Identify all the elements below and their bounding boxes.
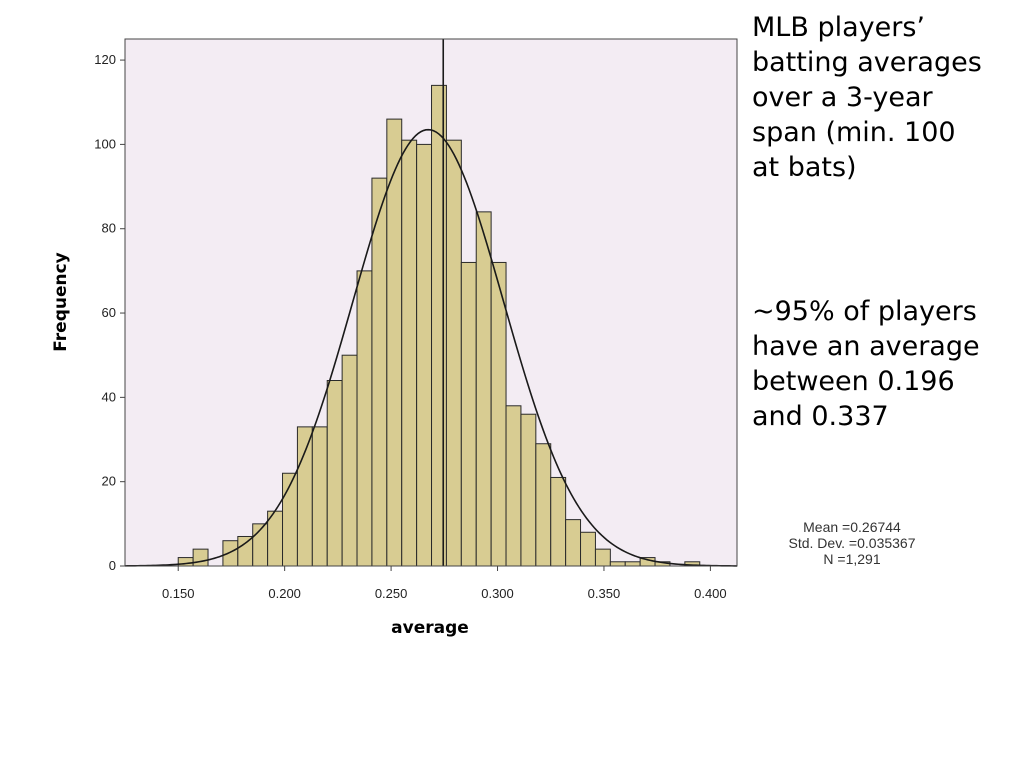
summary-statistics: Mean =0.26744 Std. Dev. =0.035367 N =1,2… bbox=[752, 519, 952, 567]
y-axis-title: Frequency bbox=[51, 252, 71, 352]
histogram-bar bbox=[371, 177, 388, 567]
normal-curve bbox=[124, 128, 738, 567]
histogram-bar bbox=[192, 548, 209, 567]
std-dev-stat: Std. Dev. =0.035367 bbox=[788, 535, 916, 551]
description-line: at bats) bbox=[752, 152, 857, 183]
histogram-bar bbox=[550, 476, 567, 567]
x-tick-label: 0.150 bbox=[162, 586, 195, 601]
histogram-bar bbox=[326, 380, 343, 567]
histogram-bar bbox=[431, 84, 447, 567]
histogram-bar bbox=[311, 426, 328, 567]
x-tick-label: 0.300 bbox=[481, 586, 514, 601]
x-tick-label: 0.350 bbox=[588, 586, 621, 601]
histogram-bar bbox=[341, 354, 358, 567]
y-tick-label: 20 bbox=[102, 474, 116, 489]
histogram-bar bbox=[580, 531, 596, 567]
histogram-bar bbox=[282, 472, 298, 567]
histogram-bar bbox=[565, 519, 582, 567]
y-tick-label: 100 bbox=[94, 136, 116, 151]
histogram-bar bbox=[535, 443, 552, 567]
histogram-bar bbox=[609, 561, 626, 567]
histogram-bar bbox=[401, 139, 418, 567]
histogram-bar bbox=[505, 405, 522, 567]
histogram-bar bbox=[222, 540, 239, 567]
y-axis-ticks: 0 20 40 60 80 100 120 bbox=[94, 52, 125, 573]
description-line: MLB players’ bbox=[752, 12, 925, 43]
y-tick-label: 120 bbox=[94, 52, 116, 67]
note-line: have an average bbox=[752, 331, 980, 362]
histogram-bar bbox=[594, 548, 611, 567]
histogram-bar bbox=[356, 270, 373, 567]
note-line: between 0.196 bbox=[752, 366, 955, 397]
description-line: span (min. 100 bbox=[752, 117, 956, 148]
description-line: batting averages bbox=[752, 47, 982, 78]
y-tick-label: 40 bbox=[102, 389, 116, 404]
chart-description: MLB players’ batting averages over a 3-y… bbox=[752, 10, 1020, 185]
histogram-bar bbox=[460, 261, 477, 567]
x-tick-label: 0.400 bbox=[694, 586, 727, 601]
histogram-bar bbox=[475, 211, 492, 567]
histogram-bar bbox=[490, 261, 507, 567]
x-axis-title: average bbox=[391, 618, 469, 638]
histogram-bar bbox=[416, 143, 433, 567]
x-axis-ticks: 0.150 0.200 0.250 0.300 0.350 0.400 bbox=[162, 566, 727, 601]
plot-frame bbox=[124, 38, 738, 567]
y-tick-label: 0 bbox=[109, 558, 116, 573]
y-tick-label: 80 bbox=[102, 221, 116, 236]
x-tick-label: 0.200 bbox=[268, 586, 301, 601]
histogram-bar bbox=[237, 535, 254, 567]
n-stat: N =1,291 bbox=[823, 551, 881, 567]
note-line: and 0.337 bbox=[752, 401, 889, 432]
histogram-bar bbox=[520, 413, 537, 567]
y-tick-label: 60 bbox=[102, 305, 116, 320]
note-line: ~95% of players bbox=[752, 296, 977, 327]
description-line: over a 3-year bbox=[752, 82, 933, 113]
mean-stat: Mean =0.26744 bbox=[803, 519, 901, 535]
histogram-bar bbox=[296, 426, 313, 567]
percentage-note: ~95% of players have an average between … bbox=[752, 294, 1020, 434]
x-tick-label: 0.250 bbox=[375, 586, 408, 601]
histogram-bar bbox=[624, 561, 641, 567]
histogram-bar bbox=[445, 139, 462, 567]
